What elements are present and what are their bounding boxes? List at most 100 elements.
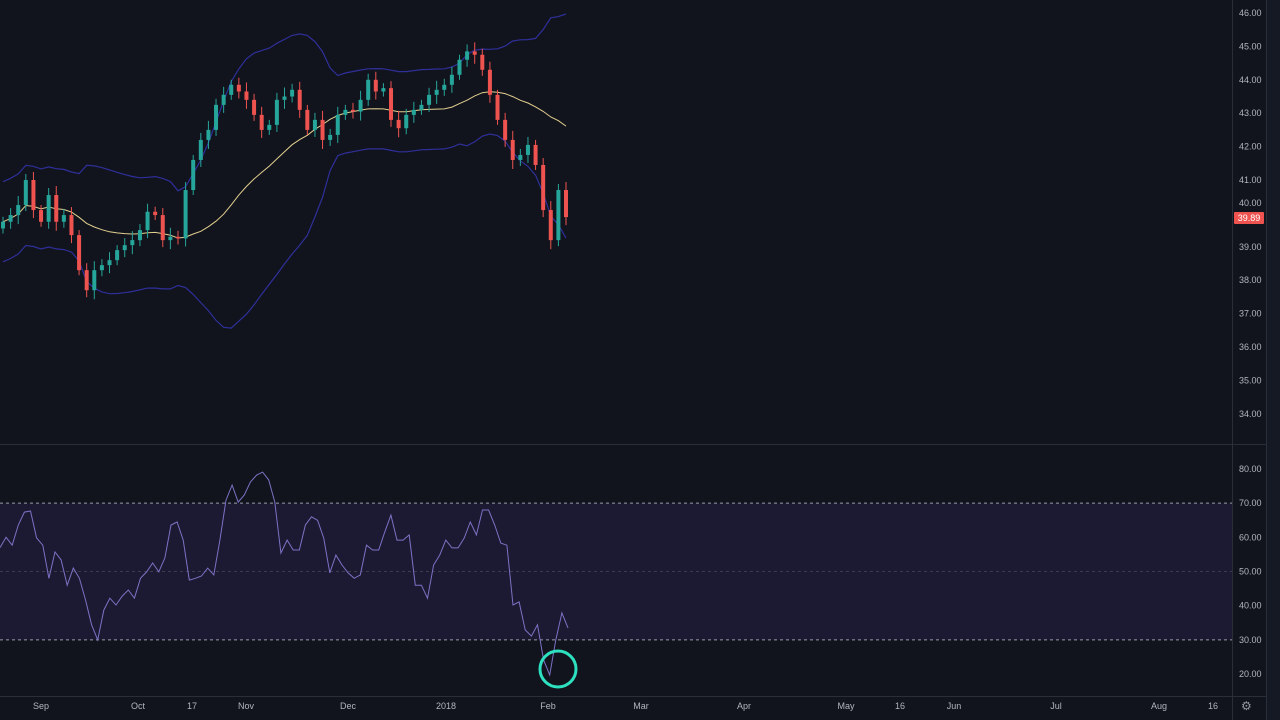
price-tick-label: 37.00 [1239, 309, 1262, 319]
rsi-tick-label: 50.00 [1239, 567, 1262, 577]
candle-down [244, 91, 249, 100]
candle-up [221, 94, 226, 105]
price-tick-label: 34.00 [1239, 409, 1262, 419]
rsi-tick-label: 30.00 [1239, 635, 1262, 645]
candle-up [427, 94, 432, 105]
candle-down [472, 51, 477, 55]
candle-up [449, 74, 454, 85]
candle-up [137, 230, 142, 241]
candle-up [168, 236, 173, 241]
time-tick-label: Nov [238, 701, 255, 711]
candle-down [373, 79, 378, 92]
candle-down [69, 215, 74, 236]
candle-down [297, 89, 302, 110]
candle-up [525, 144, 530, 155]
candle-down [175, 236, 180, 239]
time-tick-label: Sep [33, 701, 49, 711]
candle-down [54, 195, 59, 222]
candle-down [533, 144, 538, 165]
candle-up [381, 88, 386, 92]
candle-down [305, 109, 310, 130]
price-tick-label: 38.00 [1239, 275, 1262, 285]
rsi-tick-label: 60.00 [1239, 532, 1262, 542]
candle-up [419, 104, 424, 110]
candle-up [267, 124, 272, 130]
candle-up [61, 215, 66, 222]
price-tick-label: 43.00 [1239, 108, 1262, 118]
right-toolbar[interactable] [1266, 0, 1280, 720]
candle-down [31, 180, 36, 211]
candle-up [46, 195, 51, 222]
candle-up [206, 129, 211, 140]
time-tick-label: Jul [1050, 701, 1062, 711]
candle-up [518, 154, 523, 160]
time-tick-label: Mar [633, 701, 649, 711]
candle-up [191, 159, 196, 191]
candle-down [160, 215, 165, 241]
candle-up [465, 51, 470, 60]
candle-up [434, 89, 439, 95]
price-tick-label: 46.00 [1239, 8, 1262, 18]
candle-down [503, 119, 508, 140]
candle-up [99, 265, 104, 271]
candle-up [556, 190, 561, 241]
candle-down [487, 69, 492, 95]
candle-up [229, 84, 234, 95]
candle-up [282, 96, 287, 100]
candle-down [320, 119, 325, 140]
bollinger-lower-band [2, 133, 567, 329]
candle-down [259, 114, 264, 130]
candle-up [122, 245, 127, 251]
price-tick-label: 44.00 [1239, 75, 1262, 85]
candle-up [92, 270, 97, 291]
price-tick-label: 40.00 [1239, 198, 1262, 208]
candle-down [84, 270, 89, 291]
candle-up [214, 104, 219, 130]
rsi-tick-label: 40.00 [1239, 601, 1262, 611]
candle-up [411, 109, 416, 115]
sma-line [2, 91, 567, 239]
candle-up [198, 139, 203, 160]
candle-up [328, 134, 333, 140]
candle-down [396, 119, 401, 129]
candle-down [389, 88, 394, 120]
bollinger-upper-band [2, 13, 567, 192]
gear-icon[interactable]: ⚙ [1241, 699, 1252, 713]
candle-up [8, 215, 13, 222]
rsi-line [0, 471, 569, 677]
time-tick-label: 16 [1208, 701, 1218, 711]
rsi-tick-label: 20.00 [1239, 669, 1262, 679]
time-tick-label: Aug [1151, 701, 1167, 711]
candle-down [480, 54, 485, 70]
candle-up [312, 119, 317, 130]
candle-up [107, 260, 112, 266]
price-tick-label: 35.00 [1239, 375, 1262, 385]
candle-up [343, 109, 348, 115]
candle-up [290, 89, 295, 97]
candle-up [1, 221, 5, 229]
candle-up [183, 190, 188, 239]
candle-up [335, 114, 340, 135]
candle-down [153, 211, 158, 216]
price-tick-label: 39.00 [1239, 242, 1262, 252]
candle-up [457, 59, 462, 75]
candle-up [274, 99, 279, 125]
candle-up [145, 211, 150, 231]
time-tick-label: Apr [737, 701, 751, 711]
price-tick-label: 41.00 [1239, 175, 1262, 185]
price-tick-label: 45.00 [1239, 41, 1262, 51]
candle-down [39, 210, 44, 222]
rsi-tick-label: 70.00 [1239, 498, 1262, 508]
time-tick-label: May [837, 701, 855, 711]
candle-down [548, 210, 553, 241]
candle-down [541, 164, 546, 211]
candle-up [442, 84, 447, 90]
time-tick-label: 2018 [436, 701, 456, 711]
candle-up [358, 99, 363, 112]
candle-up [16, 205, 21, 216]
candle-down [236, 84, 241, 92]
candle-down [252, 99, 257, 115]
candle-down [77, 235, 82, 271]
candle-down [350, 109, 355, 112]
